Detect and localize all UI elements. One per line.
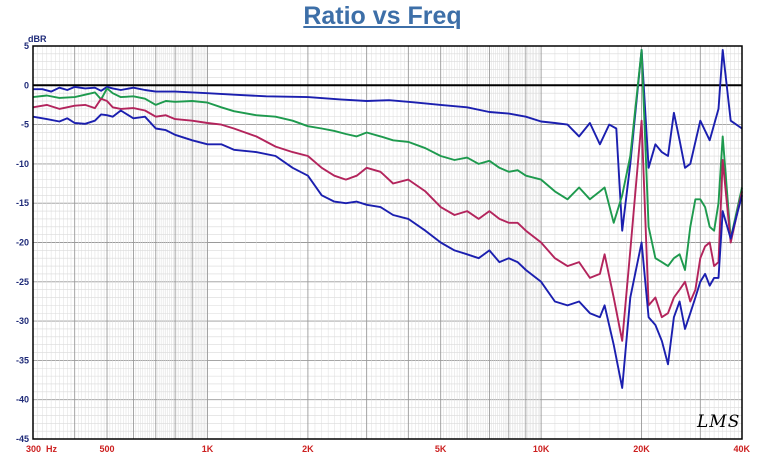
y-tick-label: 0 xyxy=(24,80,29,90)
chart-title: Ratio vs Freq xyxy=(303,2,462,30)
x-tick-label: 1K xyxy=(202,444,214,454)
y-tick-labels: 5 0 -5 -10 -15 -20 -25 -30 -35 -40 -45 xyxy=(16,41,29,444)
y-tick-label: -30 xyxy=(16,316,29,326)
y-tick-label: -25 xyxy=(16,277,29,287)
x-tick-label: 10K xyxy=(533,444,550,454)
series-layer xyxy=(32,48,743,389)
x-tick-label: 500 xyxy=(100,444,115,454)
x-tick-label: 300 Hz xyxy=(26,444,58,454)
lms-watermark: LMS xyxy=(697,412,741,432)
series-line-1 xyxy=(33,48,743,232)
plot-frame xyxy=(32,45,743,440)
y-axis-label: dBR xyxy=(28,34,47,44)
y-tick-label: -45 xyxy=(16,434,29,444)
x-tick-labels: 300 Hz 500 1K 2K 5K 10K 20K 40K xyxy=(26,444,750,454)
y-tick-label: -15 xyxy=(16,198,29,208)
x-tick-label: 5K xyxy=(435,444,447,454)
series-line-4 xyxy=(32,109,743,389)
y-tick-label: -10 xyxy=(16,159,29,169)
x-tick-label: 2K xyxy=(302,444,314,454)
series-line-3 xyxy=(32,97,743,342)
y-tick-label: -40 xyxy=(16,395,29,405)
x-tick-label: 20K xyxy=(633,444,650,454)
y-tick-label: -35 xyxy=(16,355,29,365)
series-line-2 xyxy=(32,48,743,271)
x-tick-label: 40K xyxy=(733,444,750,454)
y-tick-label: -20 xyxy=(16,238,29,248)
y-tick-label: -5 xyxy=(21,120,29,130)
y-tick-label: 5 xyxy=(24,41,29,51)
